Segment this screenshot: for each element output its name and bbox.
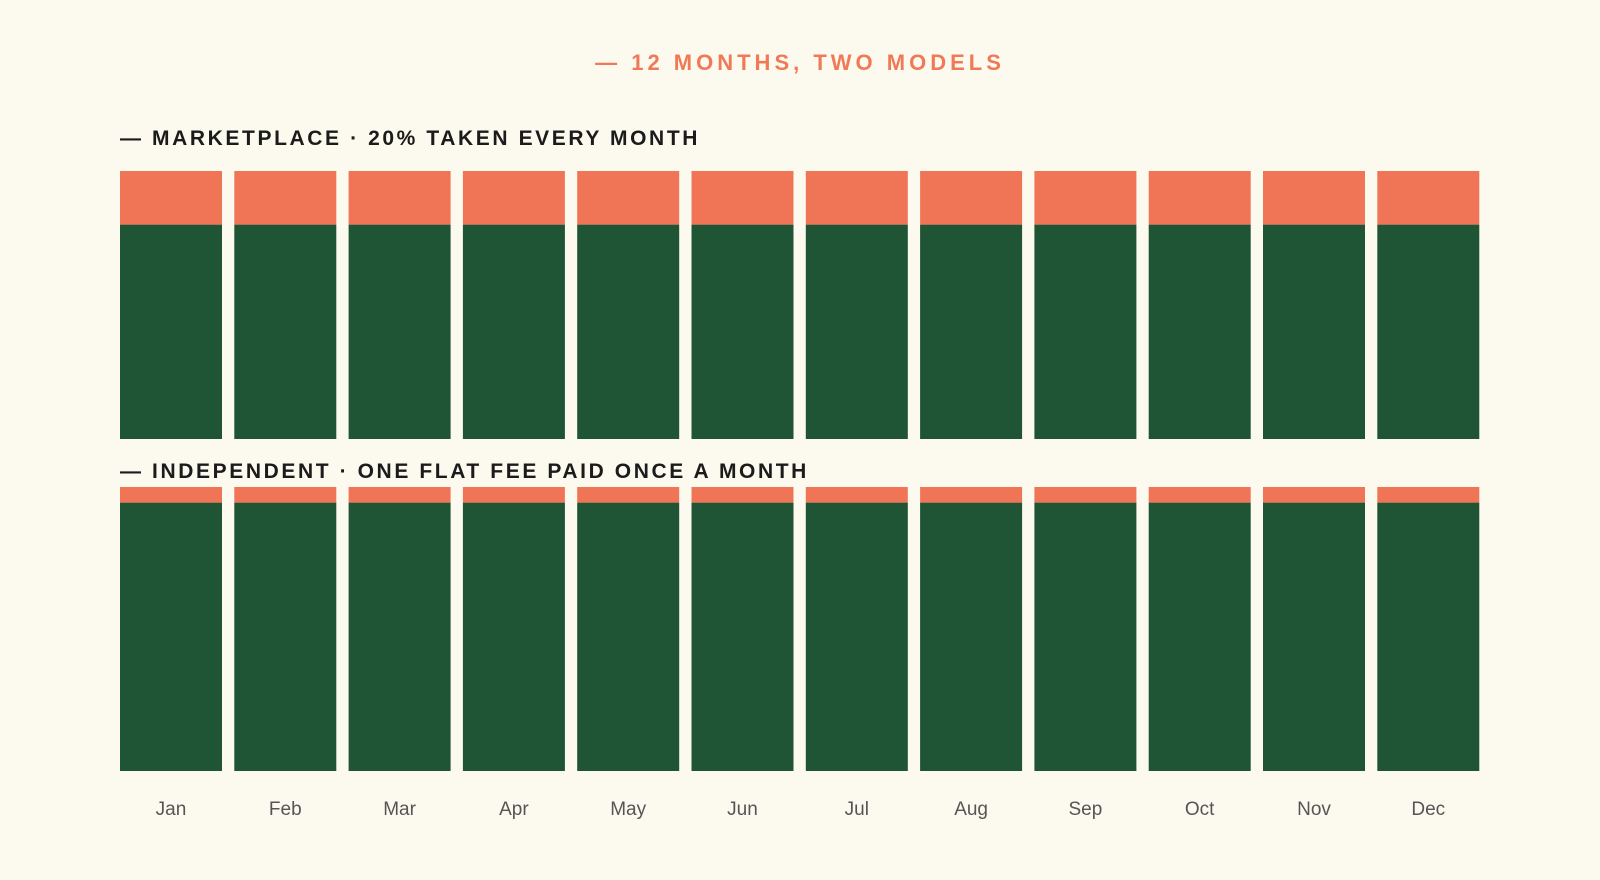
independent-fee-bar-may (577, 487, 680, 503)
month-label-aug: Aug (954, 799, 988, 820)
marketplace-fee-bar-dec (1377, 171, 1480, 225)
month-label-oct: Oct (1185, 799, 1215, 820)
marketplace-bars (120, 171, 1480, 439)
independent-kept-bar-mar (348, 502, 451, 771)
independent-fee-bar-mar (348, 487, 451, 503)
marketplace-fee-bar-feb (234, 171, 337, 225)
month-label-jul: Jul (845, 799, 869, 820)
independent-kept-bar-nov (1263, 502, 1365, 771)
independent-fee-bar-aug (920, 487, 1023, 503)
month-label-sep: Sep (1068, 799, 1102, 820)
month-label-may: May (610, 799, 646, 820)
marketplace-fee-bar-mar (348, 171, 451, 225)
independent-fee-bar-jan (120, 487, 222, 503)
marketplace-fee-bar-jan (120, 171, 222, 225)
independent-fee-bar-oct (1148, 487, 1251, 503)
independent-fee-bar-apr (462, 487, 565, 503)
independent-bars (120, 487, 1480, 771)
marketplace-fee-bar-jul (805, 171, 908, 225)
independent-fee-bar-nov (1263, 487, 1365, 503)
marketplace-kept-bar-feb (234, 224, 337, 439)
marketplace-kept-bar-mar (348, 224, 451, 439)
marketplace-kept-bar-jan (120, 224, 222, 439)
independent-kept-bar-sep (1034, 502, 1137, 771)
independent-fee-bar-sep (1034, 487, 1137, 503)
marketplace-panel-title: — MARKETPLACE · 20% TAKEN EVERY MONTH (120, 127, 701, 150)
marketplace-kept-bar-oct (1148, 224, 1251, 439)
independent-fee-bar-jul (805, 487, 908, 503)
independent-kept-bar-feb (234, 502, 337, 771)
month-label-mar: Mar (383, 799, 416, 820)
independent-kept-bar-jan (120, 502, 222, 771)
marketplace-kept-bar-jun (691, 224, 794, 439)
chart-kicker: — 12 MONTHS, TWO MODELS (595, 50, 1005, 75)
marketplace-kept-bar-may (577, 224, 680, 439)
marketplace-kept-bar-aug (920, 224, 1023, 439)
independent-panel-title: — INDEPENDENT · ONE FLAT FEE PAID ONCE A… (120, 460, 809, 483)
month-label-jan: Jan (156, 799, 187, 820)
month-label-apr: Apr (499, 799, 529, 820)
marketplace-fee-bar-oct (1148, 171, 1251, 225)
marketplace-kept-bar-nov (1263, 224, 1365, 439)
independent-fee-bar-dec (1377, 487, 1480, 503)
marketplace-fee-bar-jun (691, 171, 794, 225)
independent-kept-bar-aug (920, 502, 1023, 771)
independent-kept-bar-may (577, 502, 680, 771)
marketplace-kept-bar-apr (462, 224, 565, 439)
marketplace-kept-bar-jul (805, 224, 908, 439)
marketplace-fee-bar-aug (920, 171, 1023, 225)
marketplace-kept-bar-dec (1377, 224, 1480, 439)
marketplace-fee-bar-apr (462, 171, 565, 225)
month-label-dec: Dec (1411, 799, 1445, 820)
marketplace-fee-bar-nov (1263, 171, 1365, 225)
independent-fee-bar-feb (234, 487, 337, 503)
marketplace-fee-bar-sep (1034, 171, 1137, 225)
independent-fee-bar-jun (691, 487, 794, 503)
independent-kept-bar-dec (1377, 502, 1480, 771)
month-label-feb: Feb (269, 799, 302, 820)
marketplace-kept-bar-sep (1034, 224, 1137, 439)
independent-kept-bar-jun (691, 502, 794, 771)
independent-kept-bar-oct (1148, 502, 1251, 771)
month-label-nov: Nov (1297, 799, 1331, 820)
independent-kept-bar-jul (805, 502, 908, 771)
month-axis-labels: Jan Feb Mar Apr May Jun Jul Aug Sep Oct Nov Dec (156, 799, 1446, 820)
month-label-jun: Jun (727, 799, 758, 820)
independent-kept-bar-apr (462, 502, 565, 771)
marketplace-fee-bar-may (577, 171, 680, 225)
